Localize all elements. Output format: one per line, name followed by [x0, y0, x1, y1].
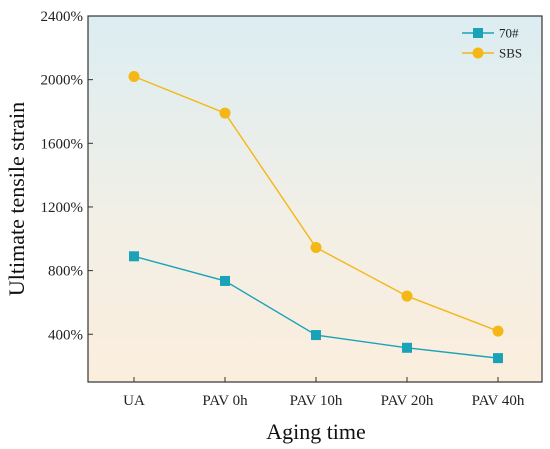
data-point-sbs — [128, 70, 140, 82]
x-tick-label: PAV 20h — [381, 393, 434, 409]
y-tick-label: 1600% — [41, 136, 84, 152]
legend-marker-70 — [473, 28, 483, 38]
x-tick-label: UA — [123, 393, 145, 409]
legend-label-70: 70# — [499, 26, 519, 41]
x-tick-label: PAV 0h — [202, 393, 248, 409]
plot-background — [88, 16, 542, 382]
y-tick-label: 400% — [48, 327, 83, 343]
legend-marker-sbs — [472, 47, 484, 59]
y-tick-label: 800% — [48, 264, 83, 280]
y-tick-label: 1200% — [41, 200, 84, 216]
x-tick-label: PAV 10h — [290, 393, 343, 409]
y-tick-label: 2400% — [41, 9, 84, 25]
series-layer — [128, 70, 504, 364]
data-point-70 — [129, 251, 139, 262]
y-axis: 400% 800% 1200% 1600% 2000% 2400% — [41, 9, 93, 343]
data-point-sbs — [219, 107, 231, 119]
y-tick-label: 2000% — [41, 73, 84, 89]
x-axis-title: Aging time — [266, 419, 366, 444]
x-tick-label: PAV 40h — [472, 393, 525, 409]
data-point-70 — [402, 342, 412, 353]
legend-label-sbs: SBS — [499, 46, 522, 61]
legend: 70# SBS — [462, 26, 522, 61]
data-point-70 — [220, 275, 230, 286]
data-point-70 — [493, 353, 503, 364]
data-point-sbs — [492, 325, 504, 337]
x-axis: UA PAV 0h PAV 10h PAV 20h PAV 40h — [123, 377, 525, 409]
data-point-sbs — [401, 290, 413, 302]
data-point-sbs — [310, 242, 322, 254]
plot-frame — [87, 15, 543, 383]
data-point-70 — [311, 330, 321, 341]
y-axis-title: Ultimate tensile strain — [4, 102, 29, 296]
